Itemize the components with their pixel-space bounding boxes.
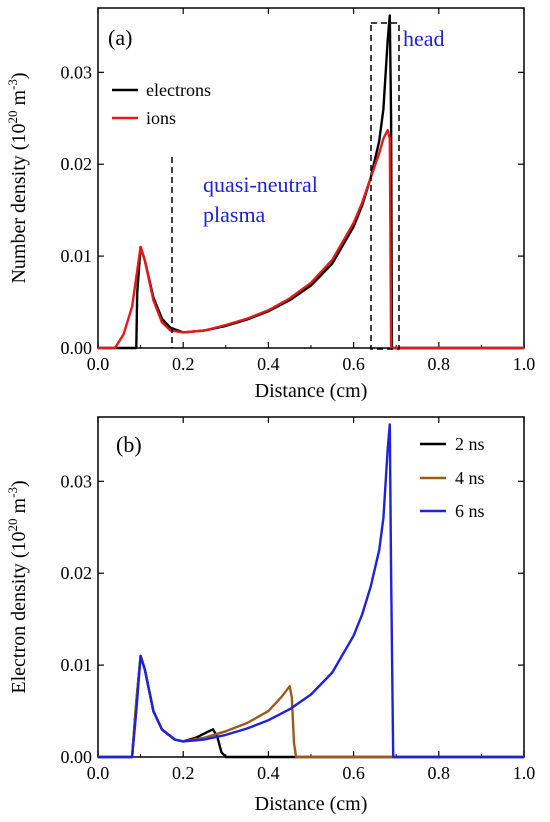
panel-b-x-tick-label: 1.0 [513,763,536,783]
annotation-head: head [403,26,445,51]
panel-a-y-tick-label: 0.02 [61,154,93,174]
panel-b-ylabel-main: Electron density (10 [8,531,30,693]
panel-a-x-tick-label: 1.0 [513,354,536,374]
panel-b: 0.0 0.2 0.4 0.6 0.8 1.0 0.00 0.01 0.02 0.03 (b) 2… [5,416,536,815]
panel-a-legend: electrons ions [112,80,211,128]
legend-label-2ns: 2 ns [455,434,485,454]
annotation-plasma: plasma [203,202,266,227]
panel-a-x-tick-label: 0.2 [172,354,195,374]
panel-a-ylabel-sup2: -3 [5,79,20,90]
panel-b-x-tick-label: 0.8 [428,763,451,783]
panel-a-ylabel-sup: 20 [5,111,20,124]
panel-a-x-tick-label: 0.0 [87,354,110,374]
panel-b-ylabel-sup: 20 [5,518,20,531]
panel-a-series [98,14,524,350]
series-line-4-ns [98,654,524,759]
panel-a-ylabel-mid: m [8,90,30,111]
panel-b-x-tick-label: 0.6 [342,763,365,783]
panel-b-x-tick-label: 0.2 [172,763,195,783]
panel-a-y-tick-label: 0.01 [61,246,93,266]
panel-b-y-axis-label: Electron density (1020 m-3) [5,480,30,693]
panel-b-ticks: 0.0 0.2 0.4 0.6 0.8 1.0 0.00 0.01 0.02 0.03 [61,417,536,783]
panel-a-label: (a) [108,25,132,50]
head-dashed-box [370,22,400,350]
panel-a-ylabel-main: Number density (10 [8,124,30,284]
panel-b-x-axis-label: Distance (cm) [255,793,368,815]
panel-b-y-tick-label: 0.03 [61,471,93,491]
panel-a-ticks: 0.0 0.2 0.4 0.6 0.8 1.0 0.00 0.01 0.02 0.03 [61,8,536,374]
panel-b-ylabel-mid: m [8,497,30,518]
panel-a-y-tick-label: 0.00 [61,338,93,358]
legend-label-4ns: 4 ns [455,468,485,488]
panel-a-y-axis-label: Number density (1020 m-3) [5,72,30,283]
annotation-quasi-neutral: quasi-neutral [203,172,318,197]
panel-b-ylabel-end: ) [8,480,30,487]
panel-b-x-tick-label: 0.4 [257,763,280,783]
panel-b-y-tick-label: 0.01 [61,655,93,675]
panel-b-series [98,423,524,759]
panel-a-x-axis-label: Distance (cm) [255,380,368,402]
legend-label-6ns: 6 ns [455,501,485,521]
panel-b-y-tick-label: 0.02 [61,563,93,583]
panel-a-x-tick-label: 0.8 [428,354,451,374]
series-line-6-ns [98,423,524,759]
panel-a: 0.0 0.2 0.4 0.6 0.8 1.0 0.00 0.01 0.02 0.03 (a) q… [5,7,536,402]
panel-b-label: (b) [116,432,142,457]
legend-label-ions: ions [146,108,176,128]
series-line-2-ns [98,654,524,759]
panel-a-ylabel-end: ) [8,72,30,79]
panel-b-y-tick-label: 0.00 [61,747,93,767]
panel-b-x-tick-label: 0.0 [87,763,110,783]
series-line-ions [98,129,524,350]
panel-a-x-tick-label: 0.6 [342,354,365,374]
panel-a-x-tick-label: 0.4 [257,354,280,374]
panel-b-ylabel-sup2: -3 [5,487,20,498]
panel-a-y-tick-label: 0.03 [61,62,93,82]
panel-b-legend: 2 ns 4 ns 6 ns [420,434,485,521]
legend-label-electrons: electrons [146,80,211,100]
